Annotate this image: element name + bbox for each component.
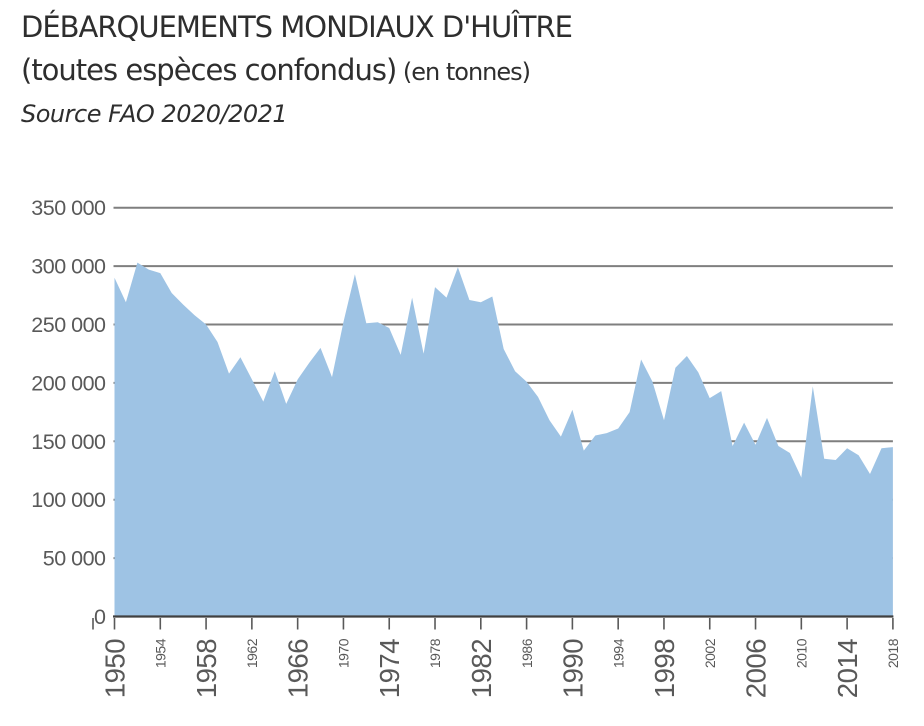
y-axis-label: 200 000 bbox=[31, 371, 106, 395]
x-axis-label: 2018 bbox=[885, 638, 901, 668]
x-axis-label: 1998 bbox=[649, 639, 680, 698]
y-axis-label: 350 000 bbox=[31, 196, 106, 220]
x-axis-label: 1958 bbox=[191, 639, 222, 698]
x-axis-label: 2006 bbox=[741, 639, 772, 698]
chart-subtitle: (toutes espèces confondus) (en tonnes) bbox=[21, 53, 531, 87]
x-axis-label: 1966 bbox=[283, 639, 314, 698]
x-axis-label: 1954 bbox=[152, 638, 168, 668]
y-axis-label: 0 bbox=[94, 605, 106, 629]
chart-subtitle-text: (toutes espèces confondus) bbox=[21, 53, 397, 87]
y-axis-label: 100 000 bbox=[31, 488, 106, 512]
x-axis-label: 2002 bbox=[702, 638, 718, 668]
x-axis-label: 1986 bbox=[519, 638, 535, 668]
x-axis-label: 1978 bbox=[427, 638, 443, 668]
x-axis-label: 1970 bbox=[336, 638, 352, 668]
x-axis-label: 1982 bbox=[466, 639, 497, 698]
chart-unit-label: (en tonnes) bbox=[396, 58, 531, 86]
y-axis-label: 300 000 bbox=[31, 255, 106, 279]
x-axis-label: 1994 bbox=[610, 638, 626, 668]
x-axis-label: 1974 bbox=[374, 639, 405, 698]
x-axis-label: 1950 bbox=[100, 639, 131, 698]
chart-title: DÉBARQUEMENTS MONDIAUX D'HUÎTRE bbox=[21, 10, 573, 44]
source-caption: Source FAO 2020/2021 bbox=[21, 100, 288, 128]
x-axis-label: 2010 bbox=[794, 638, 810, 668]
x-axis-label: 1962 bbox=[244, 638, 260, 668]
x-axis-label: 2014 bbox=[832, 639, 863, 698]
y-axis-label: 150 000 bbox=[31, 430, 106, 454]
y-axis-label: 50 000 bbox=[43, 547, 106, 571]
x-axis-label: 1990 bbox=[557, 639, 588, 698]
y-axis-label: 250 000 bbox=[31, 313, 106, 337]
area-series bbox=[114, 262, 893, 617]
